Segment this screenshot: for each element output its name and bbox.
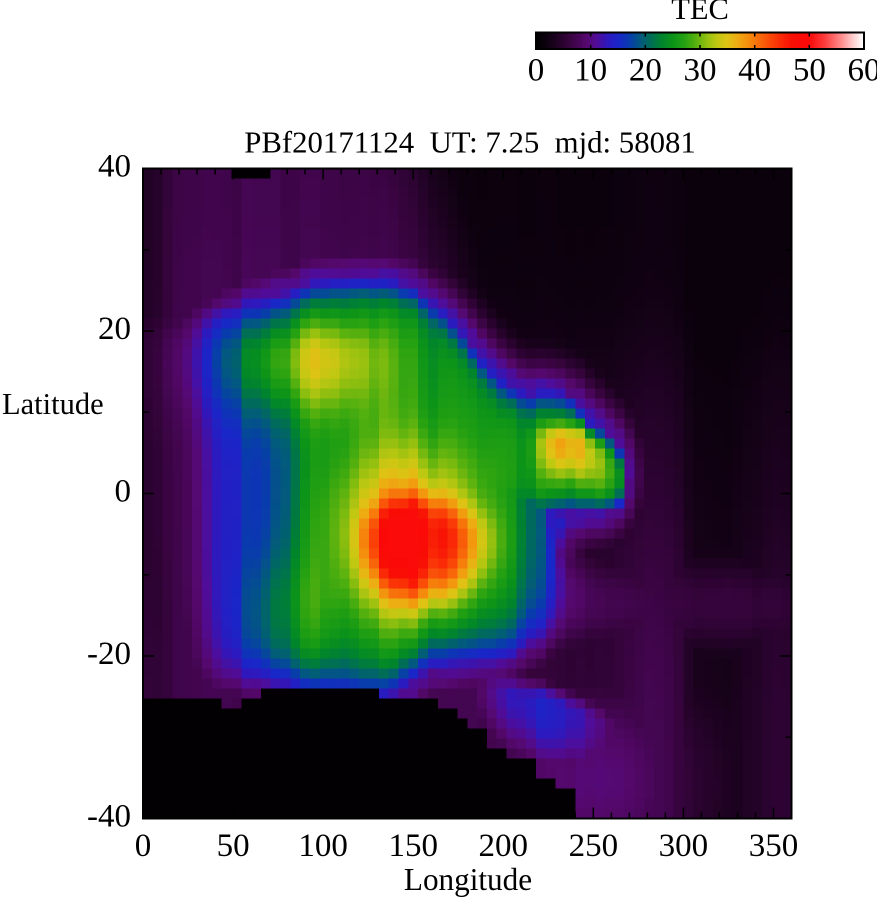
svg-text:30: 30 (684, 53, 717, 89)
svg-text:-40: -40 (87, 799, 131, 835)
svg-text:0: 0 (528, 53, 545, 89)
svg-text:0: 0 (135, 828, 152, 864)
svg-text:TEC: TEC (671, 0, 729, 26)
svg-text:150: 150 (388, 828, 438, 864)
svg-text:PBf20171124 UT: 7.25 mjd: 58: PBf20171124 UT: 7.25 mjd: 58081 (244, 126, 696, 160)
svg-text:20: 20 (98, 311, 131, 347)
svg-text:10: 10 (574, 53, 607, 89)
svg-text:300: 300 (659, 828, 709, 864)
svg-text:60: 60 (848, 53, 877, 89)
svg-text:Longitude: Longitude (404, 862, 532, 897)
svg-text:200: 200 (479, 828, 529, 864)
svg-text:0: 0 (115, 474, 132, 510)
svg-text:50: 50 (793, 53, 826, 89)
svg-text:350: 350 (749, 828, 799, 864)
svg-text:100: 100 (298, 828, 348, 864)
svg-text:-20: -20 (87, 636, 131, 672)
svg-text:40: 40 (738, 53, 771, 89)
svg-text:20: 20 (629, 53, 662, 89)
svg-text:50: 50 (217, 828, 250, 864)
svg-text:40: 40 (98, 149, 131, 185)
svg-text:250: 250 (569, 828, 619, 864)
svg-text:Latitude: Latitude (2, 387, 104, 421)
